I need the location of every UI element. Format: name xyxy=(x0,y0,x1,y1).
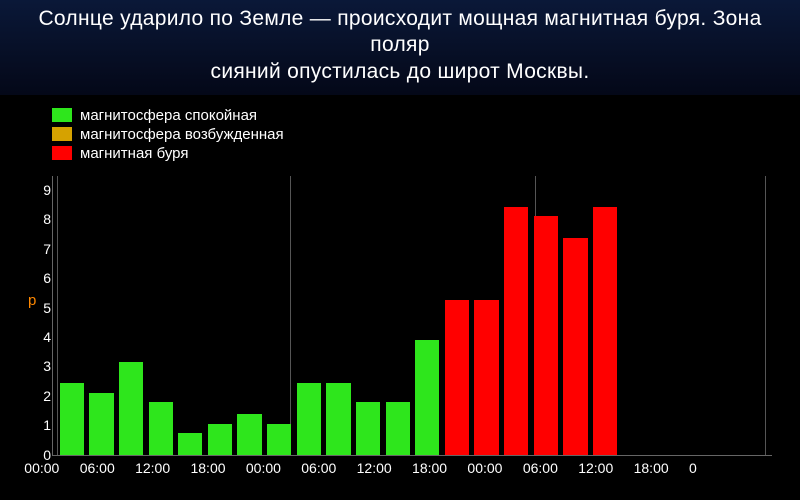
bar xyxy=(445,300,469,455)
bar xyxy=(386,402,410,455)
bar-slot xyxy=(57,176,87,455)
x-tick: 12:00 xyxy=(578,460,633,476)
bar-slot xyxy=(561,176,591,455)
legend-item: магнитосфера спокойная xyxy=(52,107,780,124)
bar-slot xyxy=(442,176,472,455)
x-tick: 18:00 xyxy=(412,460,467,476)
bar-slot xyxy=(294,176,324,455)
bar-slot xyxy=(590,176,620,455)
y-tick: 8 xyxy=(31,212,51,226)
bar-slot xyxy=(324,176,354,455)
x-tick: 18:00 xyxy=(190,460,245,476)
x-tick: 06:00 xyxy=(80,460,135,476)
legend-label: магнитосфера спокойная xyxy=(80,107,257,124)
bar-slot xyxy=(709,176,739,455)
x-tick: 06:00 xyxy=(523,460,578,476)
bar xyxy=(60,383,84,454)
bar-slot xyxy=(383,176,413,455)
y-tick: 2 xyxy=(31,389,51,403)
legend-swatch xyxy=(52,127,72,141)
bar-slot xyxy=(116,176,146,455)
y-tick: 9 xyxy=(31,183,51,197)
bar-slot xyxy=(264,176,294,455)
x-tick: 00:00 xyxy=(24,460,79,476)
bar-slot xyxy=(87,176,117,455)
bar-slot xyxy=(650,176,680,455)
legend-swatch xyxy=(52,108,72,122)
legend-item: магнитная буря xyxy=(52,145,780,162)
bar xyxy=(208,424,232,455)
y-tick: 5 xyxy=(31,301,51,315)
bar xyxy=(474,300,498,455)
y-tick: 3 xyxy=(31,359,51,373)
x-tick: 00:00 xyxy=(467,460,522,476)
bar-slot xyxy=(176,176,206,455)
bar-slot xyxy=(353,176,383,455)
bar xyxy=(415,340,439,455)
bar xyxy=(149,402,173,455)
chart-legend: магнитосфера спокойная магнитосфера возбу… xyxy=(52,107,780,162)
bar xyxy=(534,216,558,455)
bar-slot xyxy=(146,176,176,455)
bar-slot xyxy=(620,176,650,455)
x-tick: 12:00 xyxy=(135,460,190,476)
bar xyxy=(89,393,113,455)
x-tick: 12:00 xyxy=(357,460,412,476)
bar-slot xyxy=(235,176,265,455)
y-axis-ticks: 0123456789 xyxy=(31,176,51,455)
bar-slot xyxy=(679,176,709,455)
bar xyxy=(356,402,380,455)
x-axis-ticks: 00:0006:0012:0018:0000:0006:0012:0018:00… xyxy=(52,460,772,476)
bar xyxy=(504,207,528,455)
bar xyxy=(237,414,261,454)
legend-label: магнитная буря xyxy=(80,145,188,162)
page-title: Солнце ударило по Земле — происходит мощ… xyxy=(10,6,790,85)
page-header: Солнце ударило по Земле — происходит мощ… xyxy=(0,0,800,95)
legend-item: магнитосфера возбужденная xyxy=(52,126,780,143)
y-tick: 1 xyxy=(31,418,51,432)
title-line-2: сияний опустилась до широт Москвы. xyxy=(211,60,590,83)
bar xyxy=(119,362,143,455)
bars xyxy=(53,176,772,455)
bar xyxy=(326,383,350,454)
x-tick: 0 xyxy=(689,460,744,476)
bar-slot xyxy=(531,176,561,455)
y-tick: 7 xyxy=(31,242,51,256)
y-tick: 4 xyxy=(31,330,51,344)
chart-container: магнитосфера спокойная магнитосфера возбу… xyxy=(0,95,800,496)
legend-label: магнитосфера возбужденная xyxy=(80,126,284,143)
title-line-1: Солнце ударило по Земле — происходит мощ… xyxy=(38,7,761,56)
bar-slot xyxy=(413,176,443,455)
bar-slot xyxy=(738,176,768,455)
bar xyxy=(593,207,617,455)
x-tick: 18:00 xyxy=(634,460,689,476)
y-tick: 6 xyxy=(31,271,51,285)
bar xyxy=(297,383,321,454)
bar xyxy=(178,433,202,455)
bar-slot xyxy=(501,176,531,455)
x-tick: 06:00 xyxy=(301,460,356,476)
plot-area: 0123456789 xyxy=(52,176,772,456)
chart-plot: p 0123456789 00:0006:0012:0018:0000:0006… xyxy=(52,176,780,476)
x-tick: 00:00 xyxy=(246,460,301,476)
legend-swatch xyxy=(52,146,72,160)
bar-slot xyxy=(205,176,235,455)
bar xyxy=(267,424,291,455)
bar-slot xyxy=(472,176,502,455)
bar xyxy=(563,238,587,455)
